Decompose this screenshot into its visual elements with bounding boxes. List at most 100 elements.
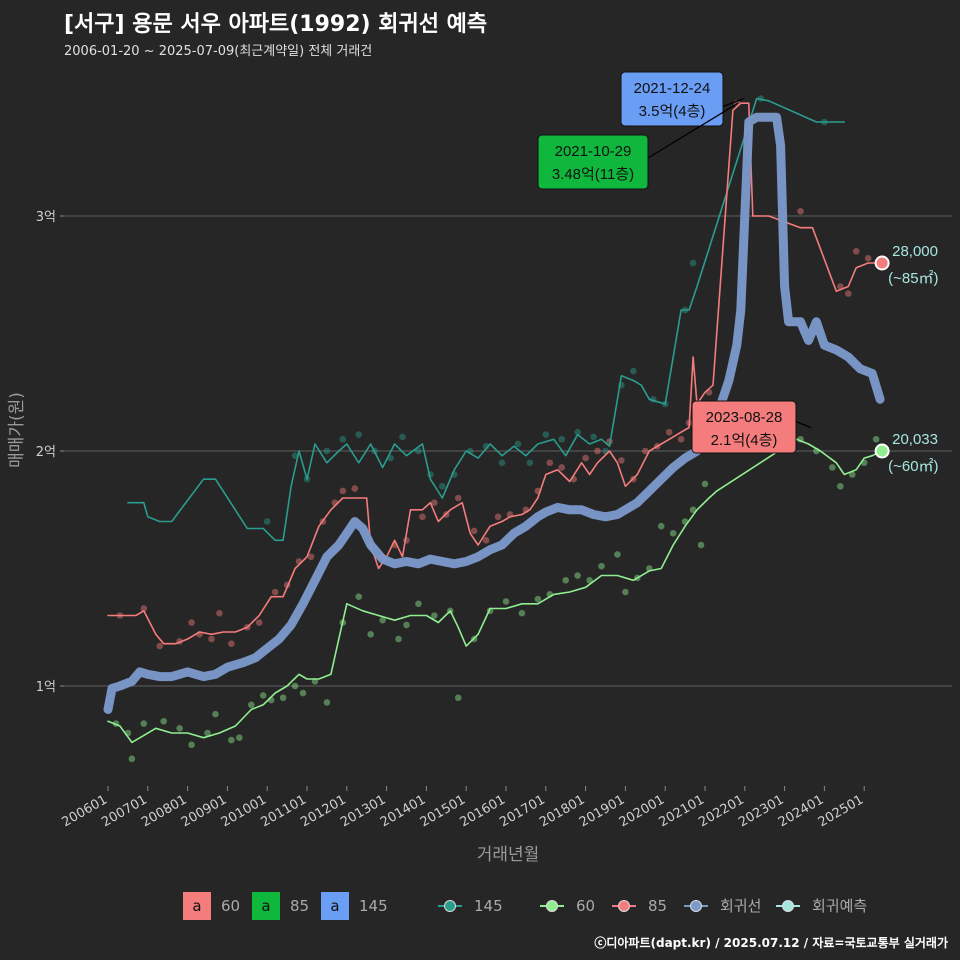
scatter-point-145 [689,259,697,267]
scatter-point-145 [590,433,597,441]
legend-swatch-145 [321,892,349,920]
scatter-point-145 [339,435,347,443]
scatter-point-85 [156,642,164,650]
annotations: 28,000 (~85㎡) 20,033 (~60㎡) 2021-12-24 3.5억(4… [537,71,939,475]
endpoint-size-label: (~85㎡) [888,270,938,287]
scatter-point-145 [399,433,406,441]
scatter-point-145 [514,440,522,448]
scatter-point-145 [558,435,566,443]
annotation-box [620,71,724,127]
scatter-point-85 [546,459,554,467]
scatter-point-85 [454,494,462,502]
scatter-point-60 [379,616,386,624]
scatter-point-85 [216,609,223,617]
series-line-145 [127,97,846,542]
scatter-point-60 [837,482,844,490]
scatter-point-60 [872,435,880,443]
scatter-points [112,95,880,763]
scatter-point-85 [677,435,685,443]
scatter-point-85 [431,499,438,507]
scatter-point-60 [323,699,331,706]
scatter-point-85 [351,485,359,492]
scatter-point-60 [657,522,665,530]
scatter-point-60 [204,729,211,737]
annotation-leader [647,102,739,159]
legend-label: 60 [576,897,595,915]
scatter-point-85 [140,605,148,612]
x-axis-title: 거래년월 [477,845,540,865]
scatter-point-85 [797,208,804,215]
scatter-point-60 [212,710,219,718]
scatter-point-60 [279,694,287,702]
annotation-date: 2021-10-29 [555,143,632,160]
scatter-point-85 [228,640,235,647]
legend-swatch-key: a [261,897,270,915]
scatter-point-85 [558,464,566,471]
chart-title: [서구] 용문 서우 아파트(1992) 회귀선 예측 [64,12,488,37]
scatter-point-60 [140,720,148,727]
scatter-point-60 [259,692,267,699]
scatter-point-60 [614,551,621,558]
legend-label: 85 [648,897,667,915]
endpoint-value-label: 20,033 [892,431,938,448]
legend-label: 60 [221,897,240,915]
scatter-point-60 [534,595,542,603]
legend-marker [546,900,558,912]
annotation-box [537,134,649,190]
scatter-point-85 [618,457,625,464]
scatter-point-85 [255,619,263,626]
scatter-point-85 [864,254,872,262]
scatter-point-145 [323,447,331,455]
endpoint-size-label: (~60㎡) [888,458,938,475]
scatter-point-60 [355,593,363,600]
legend-label: 145 [474,897,503,915]
legend-swatch-60 [183,892,211,920]
scatter-point-60 [160,717,168,725]
scatter-point-145 [415,447,422,455]
scatter-point-85 [482,537,490,544]
scatter-point-145 [498,459,506,467]
legend-marker [618,900,630,912]
scatter-point-60 [291,682,299,690]
scatter-point-60 [367,631,374,638]
scatter-point-85 [208,635,215,643]
scatter-point-60 [236,734,243,741]
legend-label: 회귀선 [720,897,761,915]
scatter-point-85 [307,553,315,561]
scatter-point-60 [228,736,235,744]
annotation-price: 3.5억(4층) [639,103,706,120]
series-line-85 [107,102,883,645]
scatter-point-60 [689,506,697,514]
scatter-point-145 [355,431,363,438]
endpoint-marker-85 [874,255,890,271]
scatter-point-60 [299,689,307,697]
scatter-point-145 [291,452,299,460]
legend-swatch-key: a [192,897,201,915]
scatter-point-60 [518,609,526,617]
scatter-point-85 [494,513,502,521]
scatter-point-85 [665,428,673,436]
scatter-point-60 [562,576,569,584]
annotation-date: 2021-12-24 [634,80,711,97]
scatter-point-145 [542,431,550,438]
source-footer: ⓒ디아파트(dapt.kr) / 2025.07.12 / 자료=국토교통부 실… [594,936,948,950]
scatter-point-60 [829,464,836,471]
scatter-point-60 [415,600,422,608]
scatter-point-85 [271,588,279,596]
scatter-point-145 [630,367,637,375]
scatter-point-145 [574,428,581,436]
scatter-point-60 [395,635,402,643]
y-axis-title: 매매가(원) [7,392,27,468]
scatter-point-60 [586,576,593,584]
regression-line [103,112,885,714]
annotation-box [691,400,797,454]
scatter-point-145 [263,518,271,525]
scatter-point-60 [697,541,705,549]
scatter-point-85 [582,454,589,462]
scatter-point-60 [188,741,195,749]
scatter-point-60 [701,480,709,488]
legend-marker [782,900,794,912]
legend-marker [444,900,456,912]
scatter-point-85 [339,487,347,495]
